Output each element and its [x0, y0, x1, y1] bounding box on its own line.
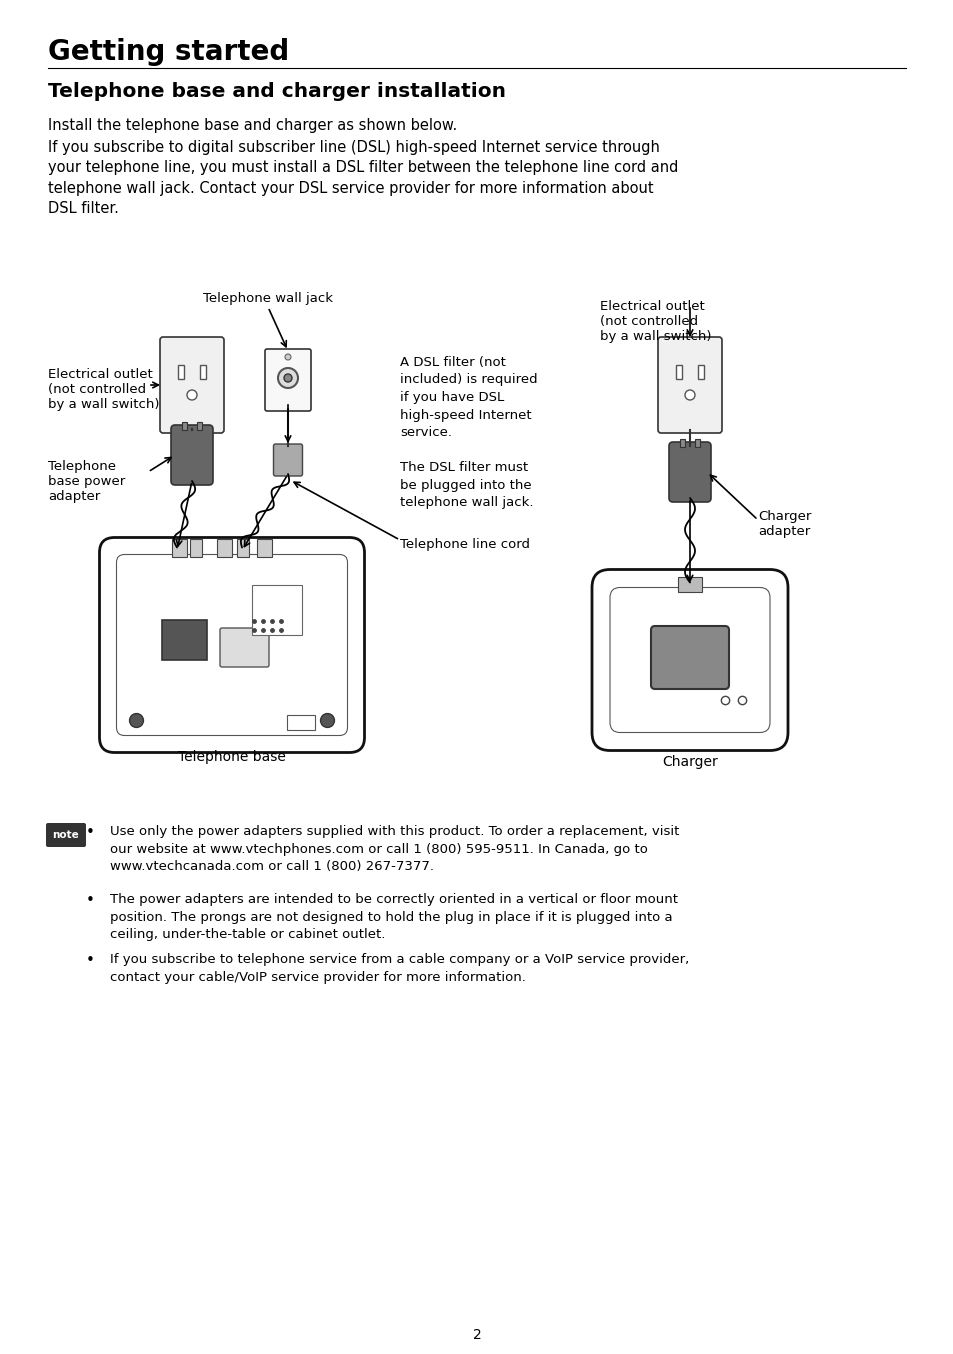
FancyBboxPatch shape	[220, 628, 269, 668]
Text: Telephone line cord: Telephone line cord	[399, 538, 530, 551]
Bar	[182, 422, 187, 431]
Text: Telephone
base power
adapter: Telephone base power adapter	[48, 460, 125, 502]
Circle shape	[285, 353, 291, 360]
Bar	[178, 366, 184, 379]
Bar	[676, 366, 681, 379]
Text: Electrical outlet
(not controlled
by a wall switch): Electrical outlet (not controlled by a w…	[599, 301, 711, 343]
Bar	[216, 539, 232, 556]
Text: Electrical outlet
(not controlled
by a wall switch): Electrical outlet (not controlled by a w…	[48, 368, 159, 412]
Text: If you subscribe to telephone service from a cable company or a VoIP service pro: If you subscribe to telephone service fr…	[110, 953, 688, 983]
Text: Telephone base and charger installation: Telephone base and charger installation	[48, 83, 505, 102]
Text: •: •	[86, 894, 94, 909]
Bar	[678, 577, 701, 592]
Text: note: note	[52, 830, 79, 839]
FancyBboxPatch shape	[658, 337, 721, 433]
Bar	[172, 539, 187, 556]
Text: Telephone wall jack: Telephone wall jack	[203, 292, 333, 305]
Text: Install the telephone base and charger as shown below.: Install the telephone base and charger a…	[48, 118, 456, 133]
Bar	[236, 539, 249, 556]
Bar	[679, 439, 684, 447]
Circle shape	[277, 368, 297, 389]
Text: Telephone base: Telephone base	[178, 750, 286, 764]
FancyBboxPatch shape	[650, 626, 728, 689]
FancyBboxPatch shape	[668, 441, 710, 502]
Text: •: •	[86, 953, 94, 968]
FancyBboxPatch shape	[46, 823, 86, 848]
Text: A DSL filter (not
included) is required
if you have DSL
high-speed Internet
serv: A DSL filter (not included) is required …	[399, 356, 537, 509]
Bar	[162, 620, 207, 659]
Text: If you subscribe to digital subscriber line (DSL) high-speed Internet service th: If you subscribe to digital subscriber l…	[48, 139, 678, 217]
Circle shape	[187, 390, 196, 399]
Text: •: •	[86, 825, 94, 839]
Text: 2: 2	[472, 1328, 481, 1342]
FancyBboxPatch shape	[171, 425, 213, 485]
FancyBboxPatch shape	[609, 588, 769, 733]
Text: Getting started: Getting started	[48, 38, 289, 66]
Bar	[252, 585, 302, 635]
Bar	[196, 422, 202, 431]
Text: Charger
adapter: Charger adapter	[758, 510, 810, 538]
Bar	[695, 439, 700, 447]
Bar	[190, 539, 202, 556]
Circle shape	[684, 390, 695, 399]
Text: Charger: Charger	[661, 756, 717, 769]
Text: Use only the power adapters supplied with this product. To order a replacement, : Use only the power adapters supplied wit…	[110, 825, 679, 873]
FancyBboxPatch shape	[265, 349, 311, 412]
FancyBboxPatch shape	[99, 538, 364, 753]
FancyBboxPatch shape	[160, 337, 224, 433]
Bar	[287, 715, 314, 730]
Bar	[200, 366, 206, 379]
FancyBboxPatch shape	[274, 444, 302, 477]
Bar	[256, 539, 272, 556]
FancyBboxPatch shape	[116, 555, 347, 735]
Circle shape	[284, 374, 292, 382]
Text: The power adapters are intended to be correctly oriented in a vertical or floor : The power adapters are intended to be co…	[110, 894, 678, 941]
Bar	[698, 366, 703, 379]
FancyBboxPatch shape	[592, 570, 787, 750]
